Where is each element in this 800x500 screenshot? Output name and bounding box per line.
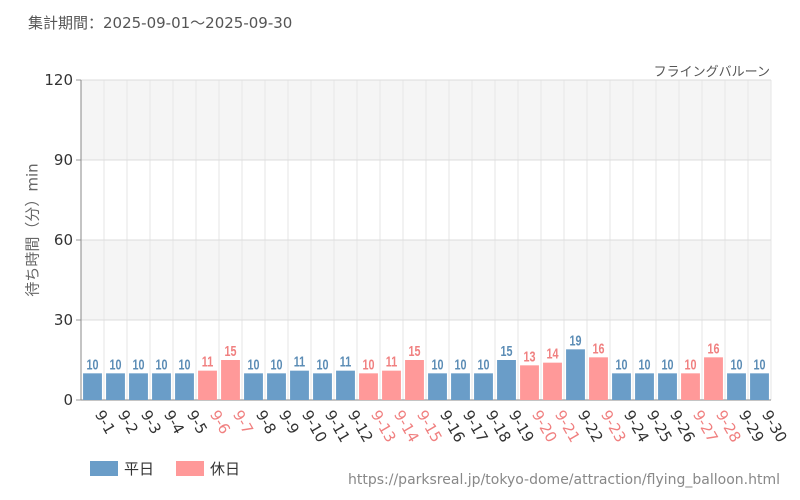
bar-value-label: 19 (570, 332, 582, 349)
bar (451, 373, 470, 400)
legend-label-holiday: 休日 (210, 460, 241, 478)
x-tick-label: 9-2 (114, 407, 142, 437)
y-tick-label: 90 (54, 151, 73, 169)
legend-swatch-weekday (90, 461, 118, 476)
bar-value-label: 10 (432, 356, 444, 373)
bar (336, 370, 355, 400)
bar-value-label: 10 (133, 356, 145, 373)
bar (382, 370, 401, 400)
x-tick-label: 9-1 (91, 407, 119, 437)
bar-value-label: 10 (478, 356, 490, 373)
source-url: https://parksreal.jp/tokyo-dome/attracti… (348, 472, 780, 488)
bar (129, 373, 148, 400)
bar-value-label: 10 (248, 356, 260, 373)
bar (152, 373, 171, 400)
bar-value-label: 15 (225, 342, 237, 359)
legend: 平日 休日 (90, 458, 240, 479)
x-tick-label: 9-6 (206, 407, 234, 437)
legend-label-weekday: 平日 (124, 460, 155, 478)
bar (198, 370, 217, 400)
x-tick-label: 9-8 (252, 407, 280, 437)
bar (106, 373, 125, 400)
bar-value-label: 11 (202, 353, 213, 370)
bar (175, 373, 194, 400)
x-tick-label: 9-4 (160, 407, 188, 437)
bar-value-label: 10 (616, 356, 628, 373)
bar (497, 360, 516, 400)
bar (405, 360, 424, 400)
bar-value-label: 10 (363, 356, 375, 373)
bar-value-label: 10 (87, 356, 99, 373)
bar-value-label: 10 (156, 356, 168, 373)
y-tick-label: 60 (54, 231, 73, 249)
legend-item-weekday: 平日 (90, 458, 154, 479)
bar (543, 362, 562, 400)
y-tick-label: 0 (63, 391, 73, 409)
x-tick-label: 9-30 (758, 407, 791, 445)
x-tick-label: 9-9 (275, 407, 303, 437)
y-tick-label: 120 (44, 71, 73, 89)
bar-value-label: 11 (386, 353, 397, 370)
bar (681, 373, 700, 400)
bar-value-label: 15 (501, 342, 513, 359)
bar-value-label: 10 (731, 356, 743, 373)
bar (267, 373, 286, 400)
bar (428, 373, 447, 400)
bar (474, 373, 493, 400)
bar (750, 373, 769, 400)
bar (612, 373, 631, 400)
bar-value-label: 10 (179, 356, 191, 373)
bar-value-label: 15 (409, 342, 421, 359)
period-label: 集計期間：2025-09-01〜2025-09-30 (28, 14, 293, 32)
x-tick-label: 9-7 (229, 407, 257, 437)
bar-value-label: 10 (754, 356, 766, 373)
bar (290, 370, 309, 400)
bar-value-label: 11 (340, 353, 351, 370)
x-tick-label: 9-5 (183, 407, 211, 437)
attraction-name: フライングバルーン (653, 65, 770, 80)
y-tick-label: 30 (54, 311, 73, 329)
bar (221, 360, 240, 400)
bar-value-label: 11 (294, 353, 305, 370)
bar-value-label: 10 (662, 356, 674, 373)
bar-value-label: 10 (271, 356, 283, 373)
bar-value-label: 16 (708, 340, 720, 357)
bar (520, 365, 539, 400)
bar-value-label: 10 (317, 356, 329, 373)
bar (313, 373, 332, 400)
bar (727, 373, 746, 400)
bar-value-label: 10 (110, 356, 122, 373)
bar (635, 373, 654, 400)
bar-value-label: 13 (524, 348, 536, 365)
x-tick-label: 9-3 (137, 407, 165, 437)
bar-value-label: 16 (593, 340, 605, 357)
bar-value-label: 10 (455, 356, 467, 373)
legend-item-holiday: 休日 (176, 458, 240, 479)
legend-swatch-holiday (176, 461, 205, 476)
bar-value-label: 14 (547, 345, 560, 362)
bar (658, 373, 677, 400)
bar (83, 373, 102, 400)
bar-value-label: 10 (685, 356, 697, 373)
bar (244, 373, 263, 400)
bar-value-label: 10 (639, 356, 651, 373)
bar (566, 349, 585, 400)
bar (704, 357, 723, 400)
bar (589, 357, 608, 400)
bar (359, 373, 378, 400)
